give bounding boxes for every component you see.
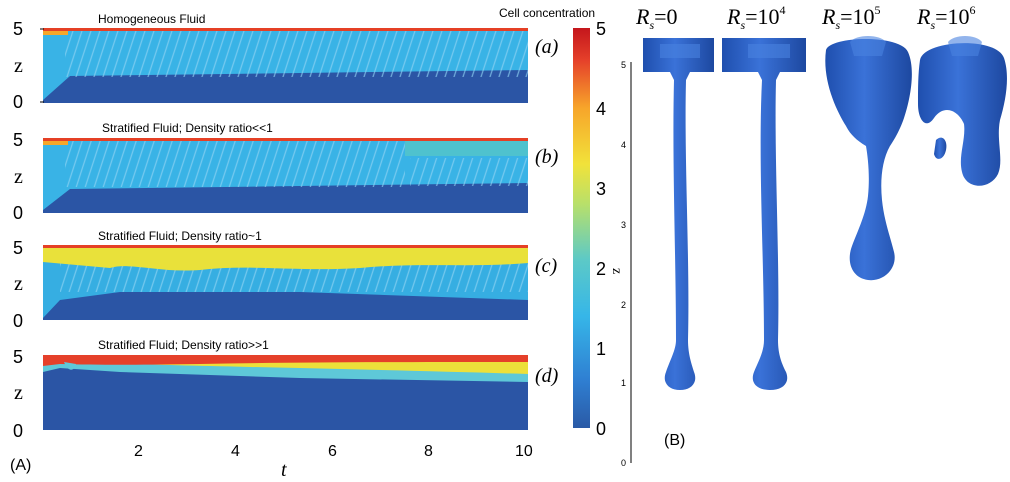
- rs-label-0: Rs=0: [635, 4, 678, 32]
- svg-text:Rs=0: Rs=0: [635, 4, 678, 32]
- top-layer-b-edge: [43, 141, 68, 145]
- plume-rs-1e6: [918, 36, 1007, 186]
- subplot-b: Stratified Fluid; Density ratio<<1 (b) 5…: [13, 121, 559, 223]
- subplot-d-title: Stratified Fluid; Density ratio>>1: [98, 338, 269, 352]
- cb-tick-1: 1: [596, 339, 606, 359]
- z-tick-2: 2: [621, 300, 626, 310]
- rs-label-1: Rs=104: [726, 3, 786, 32]
- z-tick-3: 3: [621, 220, 626, 230]
- svg-text:Rs=105: Rs=105: [821, 3, 881, 32]
- y-tick-b-5: 5: [13, 130, 23, 150]
- z-axis-label: z: [609, 268, 624, 274]
- subplot-c: Stratified Fluid; Density ratio~1 (c) 5 …: [13, 229, 558, 331]
- y-label-c: z: [14, 273, 23, 295]
- panel-a: Homogeneous Fluid (a) 5 0 z Stratified F…: [10, 12, 559, 481]
- cb-tick-5: 5: [596, 19, 606, 39]
- plume-rs-1e5: [825, 36, 912, 281]
- colorbar: Cell concentration 5 4 3 2 1 0: [499, 6, 606, 439]
- plume-rs-1e4: [722, 38, 806, 390]
- subplot-b-title: Stratified Fluid; Density ratio<<1: [102, 121, 273, 135]
- y-tick-d-5: 5: [13, 347, 23, 367]
- colorbar-gradient: [573, 28, 590, 428]
- cb-tick-0: 0: [596, 419, 606, 439]
- z-tick-4: 4: [621, 140, 626, 150]
- y-label-b: z: [14, 166, 23, 188]
- subplot-a: Homogeneous Fluid (a) 5 0 z: [13, 12, 559, 112]
- top-layer-c: [43, 245, 528, 248]
- rs-label-2: Rs=105: [821, 3, 881, 32]
- top-band-b: [405, 141, 528, 156]
- subplot-a-title: Homogeneous Fluid: [98, 12, 205, 26]
- z-tick-0: 0: [621, 458, 626, 468]
- dip-d: [64, 362, 76, 370]
- svg-text:Rs=104: Rs=104: [726, 3, 786, 32]
- x-tick-8: 8: [424, 443, 433, 460]
- svg-text:Rs=106: Rs=106: [916, 3, 976, 32]
- y-tick-a-0: 0: [13, 92, 23, 112]
- top-layer-b: [43, 138, 528, 141]
- top-layer-a: [43, 28, 528, 31]
- red-layer-d: [43, 355, 528, 366]
- x-axis-label: t: [281, 459, 287, 481]
- y-tick-a-5: 5: [13, 19, 23, 39]
- y-tick-c-5: 5: [13, 238, 23, 258]
- plume-rs-0: [643, 38, 714, 390]
- panel-a-label: (A): [10, 457, 31, 474]
- x-tick-6: 6: [328, 443, 337, 460]
- y-tick-c-0: 0: [13, 311, 23, 331]
- cb-tick-4: 4: [596, 99, 606, 119]
- y-label-d: z: [14, 382, 23, 404]
- x-tick-2: 2: [134, 443, 143, 460]
- colorbar-label: Cell concentration: [499, 6, 595, 20]
- yellow-band-c: [43, 248, 528, 271]
- y-label-a: z: [14, 55, 23, 77]
- subplot-c-title: Stratified Fluid; Density ratio~1: [98, 229, 262, 243]
- z-tick-5: 5: [621, 60, 626, 70]
- x-tick-4: 4: [231, 443, 240, 460]
- subplot-c-tag: (c): [535, 255, 558, 277]
- x-tick-10: 10: [515, 443, 533, 460]
- subplot-d: Stratified Fluid; Density ratio>>1 (d) 5…: [13, 338, 559, 441]
- subplot-a-tag: (a): [535, 36, 559, 58]
- streaks-a: [65, 31, 528, 77]
- streaks-b: [65, 141, 405, 187]
- subplot-d-tag: (d): [535, 365, 559, 387]
- top-layer-a-edge: [43, 31, 68, 35]
- streaks-b2: [410, 158, 528, 186]
- x-axis-a: 2 4 6 8 10 t (A): [10, 443, 533, 481]
- subplot-b-tag: (b): [535, 146, 559, 168]
- y-tick-b-0: 0: [13, 203, 23, 223]
- cb-tick-2: 2: [596, 259, 606, 279]
- cb-tick-3: 3: [596, 179, 606, 199]
- y-tick-d-0: 0: [13, 421, 23, 441]
- panel-b: Rs=0 Rs=104 Rs=105 Rs=106 5 4 3 2 1 0 z: [609, 3, 1007, 468]
- rs-label-3: Rs=106: [916, 3, 976, 32]
- panel-b-label: (B): [664, 432, 685, 449]
- z-tick-1: 1: [621, 378, 626, 388]
- z-axis: 5 4 3 2 1 0 z: [609, 60, 632, 468]
